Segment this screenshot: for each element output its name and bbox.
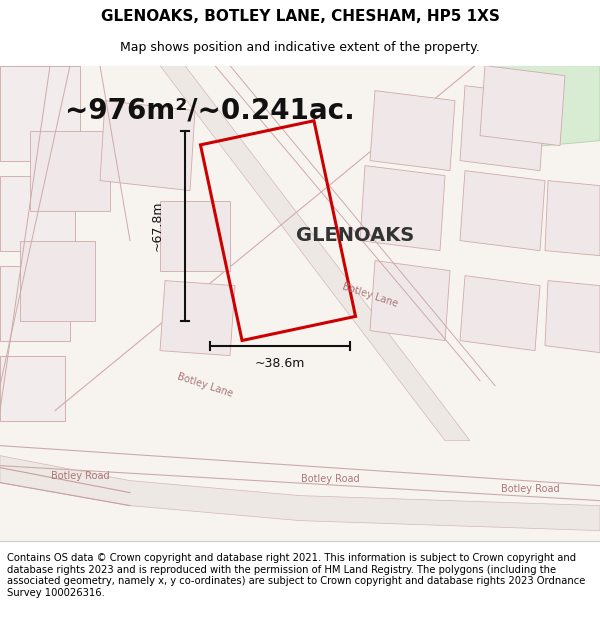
Polygon shape <box>160 201 230 271</box>
Text: ~976m²/~0.241ac.: ~976m²/~0.241ac. <box>65 97 355 124</box>
Polygon shape <box>370 261 450 341</box>
Text: Botley Lane: Botley Lane <box>176 372 234 399</box>
Text: Contains OS data © Crown copyright and database right 2021. This information is : Contains OS data © Crown copyright and d… <box>7 553 586 598</box>
Polygon shape <box>0 456 600 531</box>
Text: Map shows position and indicative extent of the property.: Map shows position and indicative extent… <box>120 41 480 54</box>
Polygon shape <box>160 281 235 356</box>
Text: Botley Lane: Botley Lane <box>341 282 399 309</box>
Polygon shape <box>460 276 540 351</box>
Polygon shape <box>545 181 600 256</box>
Polygon shape <box>0 356 65 421</box>
Polygon shape <box>460 86 545 171</box>
Polygon shape <box>480 66 565 146</box>
Polygon shape <box>20 241 95 321</box>
Polygon shape <box>490 66 600 151</box>
Polygon shape <box>0 66 80 161</box>
Text: Botley Road: Botley Road <box>50 471 109 481</box>
Polygon shape <box>0 176 75 251</box>
Polygon shape <box>545 281 600 352</box>
Text: GLENOAKS, BOTLEY LANE, CHESHAM, HP5 1XS: GLENOAKS, BOTLEY LANE, CHESHAM, HP5 1XS <box>101 9 499 24</box>
Text: Botley Road: Botley Road <box>500 484 559 494</box>
Polygon shape <box>30 131 110 211</box>
Polygon shape <box>0 266 70 341</box>
Polygon shape <box>460 171 545 251</box>
Text: GLENOAKS: GLENOAKS <box>296 226 414 245</box>
Polygon shape <box>360 166 445 251</box>
Text: Botley Road: Botley Road <box>301 474 359 484</box>
Polygon shape <box>160 66 470 441</box>
Polygon shape <box>100 101 195 191</box>
Polygon shape <box>370 91 455 171</box>
Text: ~38.6m: ~38.6m <box>255 357 305 370</box>
Text: ~67.8m: ~67.8m <box>151 201 163 251</box>
